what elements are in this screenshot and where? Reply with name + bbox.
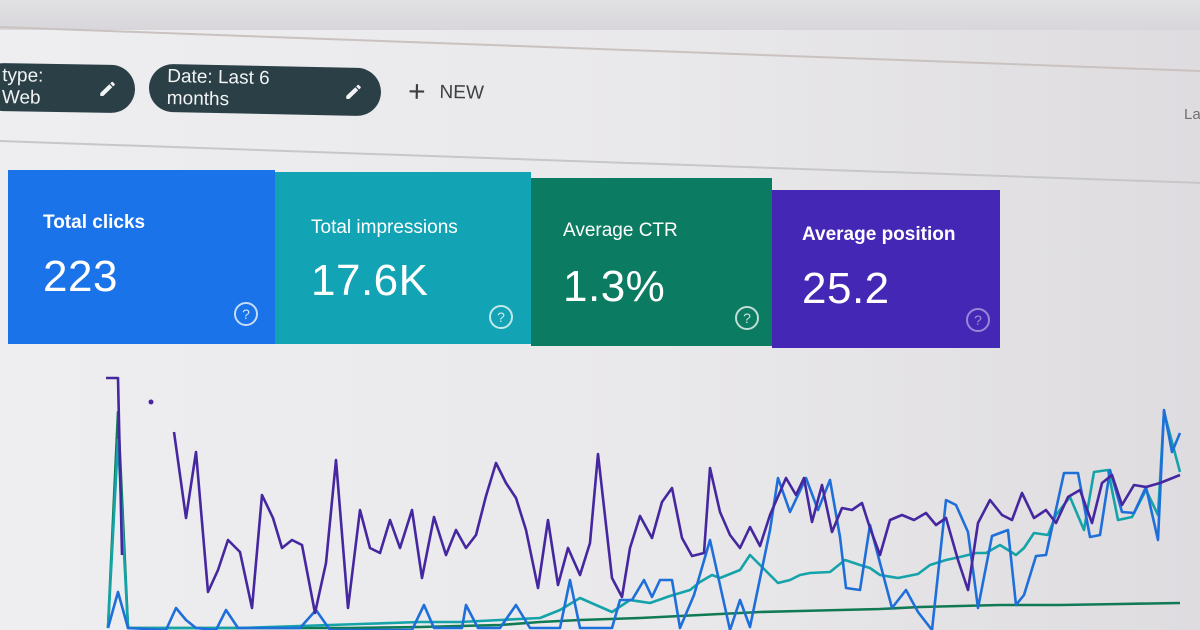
metric-label: Average position <box>802 224 956 245</box>
help-icon[interactable]: ? <box>489 305 513 329</box>
data-point-marker <box>148 399 154 405</box>
last-updated-label: La <box>1184 106 1200 123</box>
help-icon[interactable]: ? <box>234 302 258 326</box>
metric-value: 17.6K <box>311 256 429 305</box>
chip-label: type: Web <box>1 65 44 109</box>
metric-value: 1.3% <box>563 262 666 311</box>
filter-bar: type: Web Date: Last 6 months + NEW <box>0 60 1200 130</box>
metric-value: 25.2 <box>802 264 890 313</box>
help-icon[interactable]: ? <box>966 308 990 332</box>
line-chart-svg <box>106 376 1182 630</box>
series-line-total-impressions <box>106 376 124 556</box>
metric-card-average-ctr[interactable]: Average CTR 1.3% ? <box>531 178 772 346</box>
help-icon[interactable]: ? <box>735 306 759 330</box>
series-line-average-ctr <box>106 410 1182 630</box>
series-line-total-impressions <box>172 431 1181 615</box>
metric-label: Average CTR <box>563 220 678 241</box>
filter-chip-date[interactable]: Date: Last 6 months <box>148 63 382 117</box>
top-bezel <box>0 0 1200 30</box>
series-line-average-position <box>106 410 1181 630</box>
series-line-total-clicks <box>106 408 1182 630</box>
new-label: NEW <box>439 81 485 104</box>
pencil-icon[interactable] <box>344 82 364 102</box>
metric-label: Total impressions <box>311 217 458 238</box>
metric-card-total-impressions[interactable]: Total impressions 17.6K ? <box>275 172 531 344</box>
metric-value: 223 <box>43 252 118 301</box>
metric-card-average-position[interactable]: Average position 25.2 ? <box>772 190 1000 348</box>
plus-icon: + <box>407 75 426 109</box>
pencil-icon[interactable] <box>98 79 118 99</box>
metric-card-total-clicks[interactable]: Total clicks 223 ? <box>8 170 275 344</box>
metric-label: Total clicks <box>43 212 146 233</box>
chip-label: Date: Last 6 months <box>166 65 270 111</box>
filter-chip-search-type[interactable]: type: Web <box>0 62 136 114</box>
performance-chart[interactable] <box>0 350 1200 630</box>
new-filter-button[interactable]: + NEW <box>407 75 485 109</box>
